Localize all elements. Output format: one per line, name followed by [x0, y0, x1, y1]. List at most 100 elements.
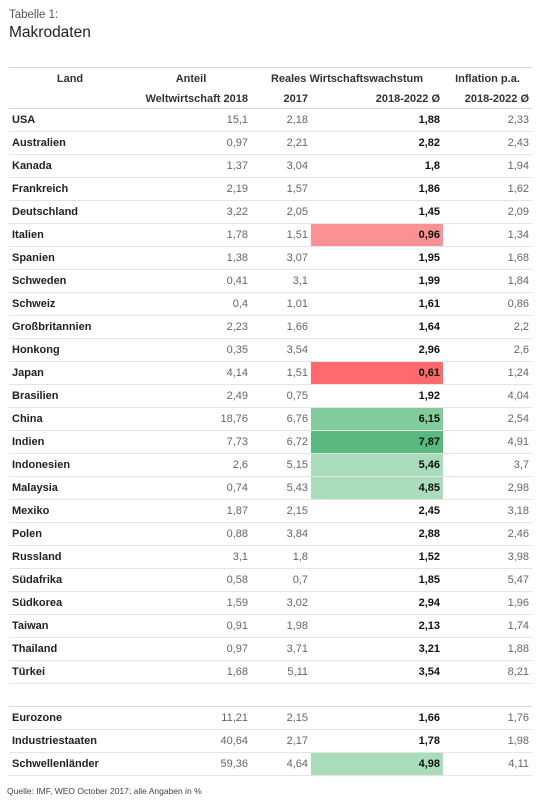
- cell-wachstum-avg: 0,61: [311, 361, 443, 385]
- cell-wachstum-2017: 3,1: [251, 269, 311, 293]
- cell-anteil: 1,59: [131, 591, 251, 615]
- cell-land: Schweden: [9, 269, 131, 293]
- cell-wachstum-2017: 2,15: [251, 706, 311, 730]
- cell-wachstum-2017: 5,11: [251, 660, 311, 684]
- cell-wachstum-2017: 2,15: [251, 499, 311, 523]
- table-kicker: Tabelle 1:: [9, 9, 59, 21]
- table-row: Thailand 0,97 3,71 3,21 1,88: [9, 637, 532, 661]
- cell-wachstum-avg: 1,85: [311, 568, 443, 592]
- cell-land: Malaysia: [9, 476, 131, 500]
- cell-wachstum-avg: 1,8: [311, 154, 443, 178]
- cell-wachstum-2017: 2,21: [251, 131, 311, 155]
- header-land: Land: [9, 67, 131, 90]
- cell-inflation-avg: 1,76: [443, 706, 532, 730]
- cell-wachstum-2017: 1,98: [251, 614, 311, 638]
- header-row-top: Land Anteil Reales Wirtschaftswachstum I…: [9, 67, 532, 90]
- header-inflation-avg: 2018-2022 Ø: [443, 90, 532, 109]
- cell-land: Spanien: [9, 246, 131, 270]
- cell-inflation-avg: 1,24: [443, 361, 532, 385]
- cell-wachstum-avg: 2,94: [311, 591, 443, 615]
- cell-wachstum-2017: 1,01: [251, 292, 311, 316]
- cell-inflation-avg: 2,09: [443, 200, 532, 224]
- table-row: Malaysia 0,74 5,43 4,85 2,98: [9, 476, 532, 500]
- cell-anteil: 0,97: [131, 637, 251, 661]
- cell-inflation-avg: 2,33: [443, 108, 532, 132]
- table-row: Indonesien 2,6 5,15 5,46 3,7: [9, 453, 532, 477]
- header-wachstum-top: Reales Wirtschaftswachstum: [251, 67, 443, 90]
- cell-inflation-avg: 1,98: [443, 729, 532, 753]
- table-body: USA 15,1 2,18 1,88 2,33 Australien 0,97 2,21 2,8…: [9, 108, 532, 776]
- cell-land: Indien: [9, 430, 131, 454]
- cell-wachstum-2017: 1,51: [251, 223, 311, 247]
- table-row: Russland 3,1 1,8 1,52 3,98: [9, 545, 532, 569]
- cell-wachstum-2017: 5,15: [251, 453, 311, 477]
- table-row: Australien 0,97 2,21 2,82 2,43: [9, 131, 532, 155]
- cell-wachstum-2017: 2,18: [251, 108, 311, 132]
- cell-land: Großbritannien: [9, 315, 131, 339]
- cell-wachstum-2017: 2,05: [251, 200, 311, 224]
- cell-anteil: 11,21: [131, 706, 251, 730]
- cell-land: China: [9, 407, 131, 431]
- cell-anteil: 18,76: [131, 407, 251, 431]
- cell-inflation-avg: 2,46: [443, 522, 532, 546]
- header-anteil-bottom: Weltwirtschaft 2018: [131, 90, 251, 109]
- header-row-bottom: Weltwirtschaft 2018 2017 2018-2022 Ø 201…: [9, 90, 532, 109]
- cell-wachstum-avg: 2,45: [311, 499, 443, 523]
- cell-land: Honkong: [9, 338, 131, 362]
- cell-wachstum-2017: 3,84: [251, 522, 311, 546]
- cell-wachstum-2017: 0,75: [251, 384, 311, 408]
- cell-inflation-avg: 8,21: [443, 660, 532, 684]
- cell-wachstum-2017: 5,43: [251, 476, 311, 500]
- table-row: Polen 0,88 3,84 2,88 2,46: [9, 522, 532, 546]
- cell-anteil: 0,58: [131, 568, 251, 592]
- cell-wachstum-avg: 2,96: [311, 338, 443, 362]
- cell-wachstum-2017: 1,51: [251, 361, 311, 385]
- table-row: Japan 4,14 1,51 0,61 1,24: [9, 361, 532, 385]
- cell-wachstum-avg: 1,78: [311, 729, 443, 753]
- cell-wachstum-avg: 1,66: [311, 706, 443, 730]
- table-row: Südafrika 0,58 0,7 1,85 5,47: [9, 568, 532, 592]
- table-title: Makrodaten: [9, 24, 91, 41]
- cell-wachstum-2017: 3,04: [251, 154, 311, 178]
- cell-inflation-avg: 1,62: [443, 177, 532, 201]
- table-row: Brasilien 2,49 0,75 1,92 4,04: [9, 384, 532, 408]
- cell-anteil: 0,41: [131, 269, 251, 293]
- table-row: USA 15,1 2,18 1,88 2,33: [9, 108, 532, 132]
- table-row: Frankreich 2,19 1,57 1,86 1,62: [9, 177, 532, 201]
- cell-inflation-avg: 1,96: [443, 591, 532, 615]
- cell-anteil: 1,78: [131, 223, 251, 247]
- cell-land: Türkei: [9, 660, 131, 684]
- cell-land: Taiwan: [9, 614, 131, 638]
- table-row: Indien 7,73 6,72 7,87 4,91: [9, 430, 532, 454]
- cell-wachstum-avg: 1,95: [311, 246, 443, 270]
- cell-land: Australien: [9, 131, 131, 155]
- cell-inflation-avg: 1,74: [443, 614, 532, 638]
- table-row: Deutschland 3,22 2,05 1,45 2,09: [9, 200, 532, 224]
- cell-wachstum-2017: 4,64: [251, 752, 311, 776]
- cell-inflation-avg: 1,68: [443, 246, 532, 270]
- cell-inflation-avg: 2,6: [443, 338, 532, 362]
- cell-inflation-avg: 4,91: [443, 430, 532, 454]
- cell-land: Indonesien: [9, 453, 131, 477]
- macro-data-table: Land Anteil Reales Wirtschaftswachstum I…: [9, 67, 532, 776]
- cell-land: Polen: [9, 522, 131, 546]
- cell-wachstum-avg: 5,46: [311, 453, 443, 477]
- cell-wachstum-avg: 6,15: [311, 407, 443, 431]
- cell-land: Schwellenländer: [9, 752, 131, 776]
- cell-inflation-avg: 3,18: [443, 499, 532, 523]
- cell-wachstum-2017: 1,8: [251, 545, 311, 569]
- header-wachstum-avg: 2018-2022 Ø: [311, 90, 443, 109]
- table-row: Eurozone 11,21 2,15 1,66 1,76: [9, 706, 532, 730]
- cell-wachstum-2017: 1,66: [251, 315, 311, 339]
- table-row: Schweden 0,41 3,1 1,99 1,84: [9, 269, 532, 293]
- table-row: Taiwan 0,91 1,98 2,13 1,74: [9, 614, 532, 638]
- cell-anteil: 0,97: [131, 131, 251, 155]
- table-row: Mexiko 1,87 2,15 2,45 3,18: [9, 499, 532, 523]
- cell-anteil: 1,37: [131, 154, 251, 178]
- table-row: Italien 1,78 1,51 0,96 1,34: [9, 223, 532, 247]
- cell-anteil: 15,1: [131, 108, 251, 132]
- cell-anteil: 2,6: [131, 453, 251, 477]
- cell-anteil: 59,36: [131, 752, 251, 776]
- cell-land: Brasilien: [9, 384, 131, 408]
